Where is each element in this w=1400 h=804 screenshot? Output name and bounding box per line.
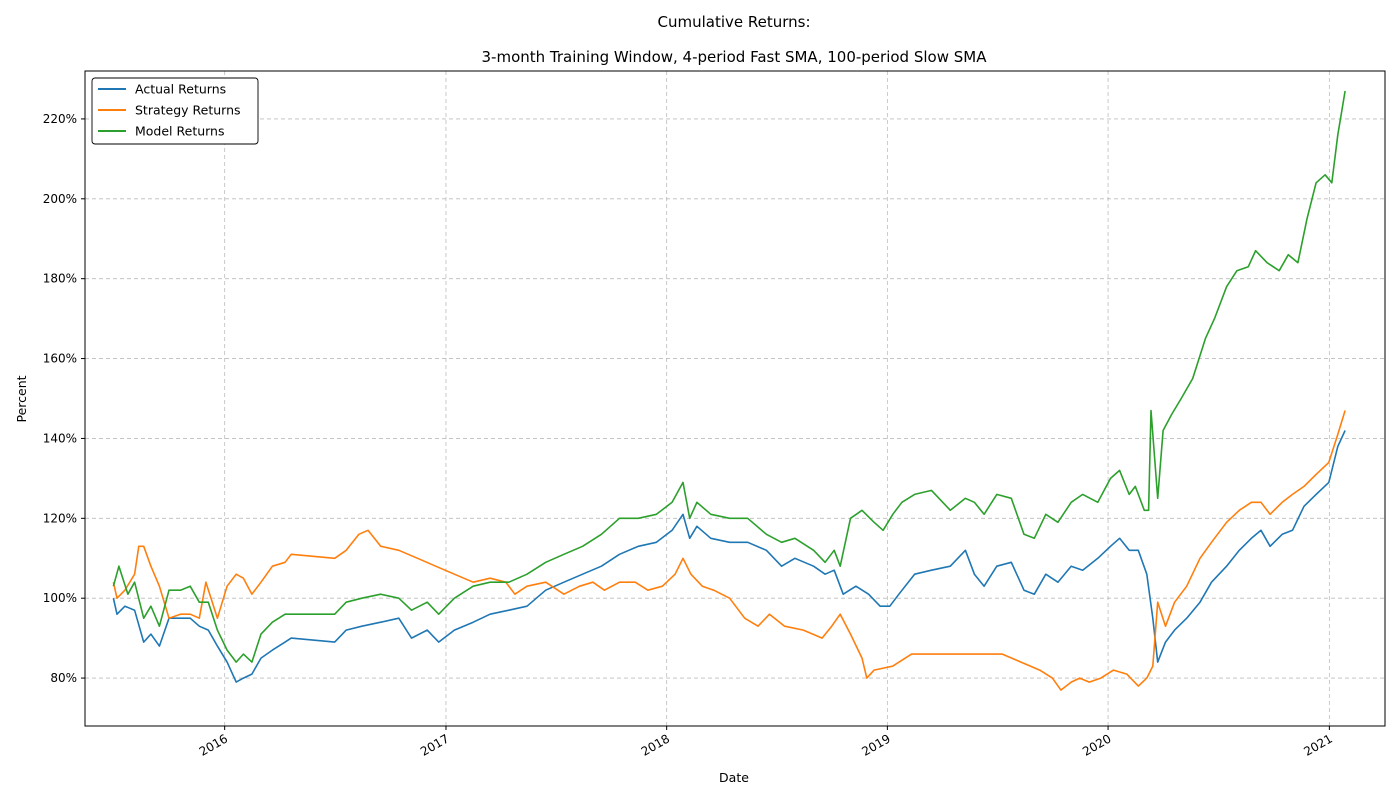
y-axis-ticks: 80% 100% 120% 140% 160% 180% 200% 220%	[43, 112, 85, 685]
y-tick-label: 100%	[43, 591, 77, 605]
legend-frame	[91, 77, 259, 145]
legend-label-model-returns: Model Returns	[135, 124, 225, 139]
y-tick-label: 120%	[43, 511, 77, 525]
x-tick-label: 2017	[418, 731, 451, 758]
x-tick-label: 2019	[859, 731, 892, 758]
series-layer	[112, 90, 1346, 691]
chart-title: Cumulative Returns:	[657, 13, 810, 31]
series-line-model-returns	[112, 90, 1346, 663]
series-line-actual-returns	[112, 430, 1346, 683]
y-axis-label: Percent	[14, 375, 29, 422]
legend-label-actual-returns: Actual Returns	[135, 82, 226, 97]
y-tick-label: 160%	[43, 352, 77, 366]
legend: Actual Returns Strategy Returns Model Retu…	[91, 77, 259, 145]
x-tick-label: 2020	[1080, 731, 1113, 758]
legend-label-strategy-returns: Strategy Returns	[135, 103, 241, 118]
y-tick-label: 180%	[43, 272, 77, 286]
x-axis-label: Date	[719, 770, 749, 785]
y-tick-label: 140%	[43, 431, 77, 445]
y-tick-label: 80%	[50, 671, 77, 685]
x-tick-label: 2018	[639, 731, 672, 758]
y-tick-label: 200%	[43, 192, 77, 206]
x-axis-ticks: 2016 2017 2018 2019 2020 2021	[197, 726, 1335, 759]
plot-frame	[84, 70, 1386, 727]
x-tick-label: 2021	[1301, 731, 1334, 758]
series-line-strategy-returns	[112, 410, 1346, 691]
chart-subtitle: 3-month Training Window, 4-period Fast S…	[482, 48, 988, 66]
grid-layer	[85, 71, 1385, 726]
x-tick-label: 2016	[197, 731, 230, 758]
y-tick-label: 220%	[43, 112, 77, 126]
